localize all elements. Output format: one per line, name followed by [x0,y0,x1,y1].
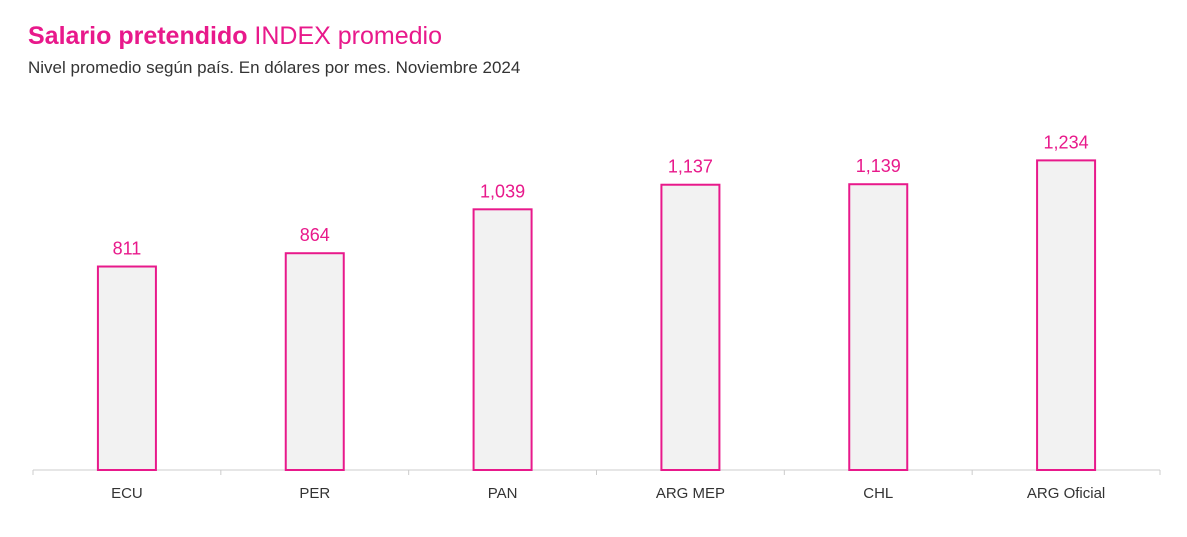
data-label: 1,234 [1044,132,1089,152]
bar-per [284,252,345,471]
bar-arg-oficial [1036,159,1097,471]
x-tick-label: ECU [111,485,143,502]
x-tick-label: PAN [488,485,518,502]
chart-title-rest: INDEX promedio [247,22,443,50]
bar-arg-mep [660,183,721,471]
data-label: 1,137 [668,157,713,177]
data-label: 1,039 [480,181,525,201]
x-tick-label: CHL [863,485,893,502]
data-label: 1,139 [856,156,901,176]
chart-title: Salario pretendido INDEX promedio [28,22,442,51]
data-label: 811 [113,239,142,259]
data-label: 864 [300,225,330,245]
chart-title-bold: Salario pretendido [28,22,248,50]
bar-ecu [96,265,157,472]
bar-chl [848,183,909,471]
x-tick-label: PER [299,485,330,502]
x-tick-label: ARG MEP [656,485,725,502]
bar-pan [472,208,533,471]
x-tick-label: ARG Oficial [1027,485,1105,502]
chart-subtitle: Nivel promedio según país. En dólares po… [28,58,521,77]
